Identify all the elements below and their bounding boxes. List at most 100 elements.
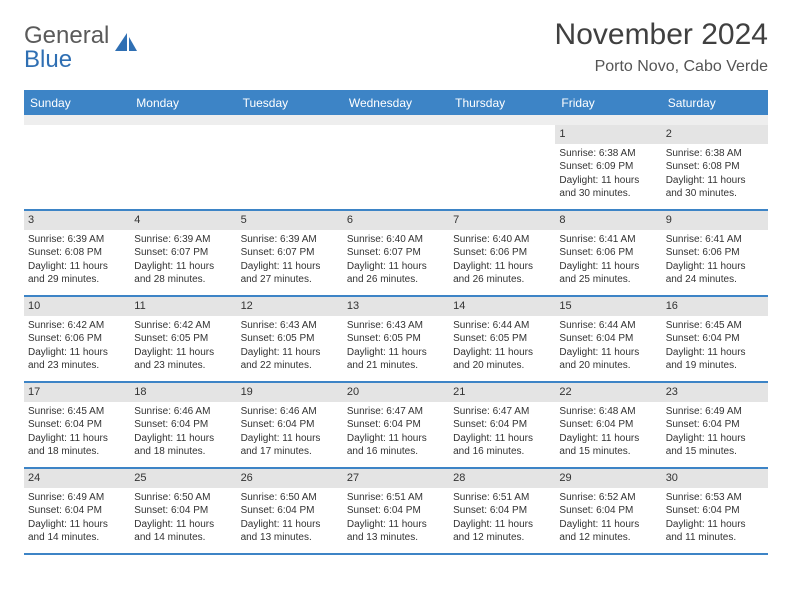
logo: General Blue xyxy=(24,18,139,72)
day-sunrise: Sunrise: 6:38 AM xyxy=(559,147,657,161)
day-sunrise: Sunrise: 6:41 AM xyxy=(666,233,764,247)
day-cell: 7Sunrise: 6:40 AMSunset: 6:06 PMDaylight… xyxy=(449,211,555,295)
day-sunset: Sunset: 6:04 PM xyxy=(559,332,657,346)
day-day1: Daylight: 11 hours xyxy=(666,518,764,532)
day-day1: Daylight: 11 hours xyxy=(666,432,764,446)
day-number: 7 xyxy=(449,211,555,230)
day-sunset: Sunset: 6:05 PM xyxy=(453,332,551,346)
day-sunset: Sunset: 6:04 PM xyxy=(241,504,339,518)
day-sunrise: Sunrise: 6:41 AM xyxy=(559,233,657,247)
day-number: 22 xyxy=(555,383,661,402)
day-content: Sunrise: 6:42 AMSunset: 6:05 PMDaylight:… xyxy=(130,319,236,373)
day-number: 12 xyxy=(237,297,343,316)
day-cell: 29Sunrise: 6:52 AMSunset: 6:04 PMDayligh… xyxy=(555,469,661,553)
day-number: 8 xyxy=(555,211,661,230)
month-title: November 2024 xyxy=(555,18,768,52)
day-day2: and 16 minutes. xyxy=(453,445,551,459)
week-row: 24Sunrise: 6:49 AMSunset: 6:04 PMDayligh… xyxy=(24,469,768,555)
day-cell: 17Sunrise: 6:45 AMSunset: 6:04 PMDayligh… xyxy=(24,383,130,467)
day-sunrise: Sunrise: 6:39 AM xyxy=(241,233,339,247)
day-sunset: Sunset: 6:04 PM xyxy=(666,504,764,518)
day-cell: 21Sunrise: 6:47 AMSunset: 6:04 PMDayligh… xyxy=(449,383,555,467)
location: Porto Novo, Cabo Verde xyxy=(555,58,768,76)
spacer-row xyxy=(24,115,768,125)
day-content: Sunrise: 6:45 AMSunset: 6:04 PMDaylight:… xyxy=(24,405,130,459)
day-number: 2 xyxy=(662,125,768,144)
day-sunrise: Sunrise: 6:42 AM xyxy=(28,319,126,333)
day-day2: and 27 minutes. xyxy=(241,273,339,287)
day-content: Sunrise: 6:43 AMSunset: 6:05 PMDaylight:… xyxy=(343,319,449,373)
day-sunrise: Sunrise: 6:43 AM xyxy=(241,319,339,333)
day-content: Sunrise: 6:46 AMSunset: 6:04 PMDaylight:… xyxy=(130,405,236,459)
day-day2: and 30 minutes. xyxy=(559,187,657,201)
day-sunrise: Sunrise: 6:47 AM xyxy=(347,405,445,419)
day-sunrise: Sunrise: 6:42 AM xyxy=(134,319,232,333)
day-day2: and 24 minutes. xyxy=(666,273,764,287)
day-sunrise: Sunrise: 6:47 AM xyxy=(453,405,551,419)
day-day2: and 17 minutes. xyxy=(241,445,339,459)
day-number xyxy=(130,125,236,141)
day-day1: Daylight: 11 hours xyxy=(28,518,126,532)
day-sunrise: Sunrise: 6:49 AM xyxy=(28,491,126,505)
day-sunset: Sunset: 6:07 PM xyxy=(134,246,232,260)
day-day1: Daylight: 11 hours xyxy=(28,432,126,446)
day-day2: and 12 minutes. xyxy=(453,531,551,545)
day-header: Thursday xyxy=(449,92,555,115)
day-day2: and 15 minutes. xyxy=(559,445,657,459)
day-day1: Daylight: 11 hours xyxy=(347,346,445,360)
day-number: 16 xyxy=(662,297,768,316)
day-sunrise: Sunrise: 6:52 AM xyxy=(559,491,657,505)
day-content: Sunrise: 6:49 AMSunset: 6:04 PMDaylight:… xyxy=(24,491,130,545)
day-cell: 11 Sunrise: 6:42 AMSunset: 6:05 PMDayligh… xyxy=(130,297,236,381)
day-day1: Daylight: 11 hours xyxy=(347,260,445,274)
week-row: 1Sunrise: 6:38 AMSunset: 6:09 PMDaylight… xyxy=(24,125,768,211)
day-day1: Daylight: 11 hours xyxy=(28,346,126,360)
day-day1: Daylight: 11 hours xyxy=(134,260,232,274)
day-content: Sunrise: 6:50 AMSunset: 6:04 PMDaylight:… xyxy=(237,491,343,545)
day-content: Sunrise: 6:38 AMSunset: 6:09 PMDaylight:… xyxy=(555,147,661,201)
day-number: 23 xyxy=(662,383,768,402)
day-day2: and 21 minutes. xyxy=(347,359,445,373)
day-sunrise: Sunrise: 6:53 AM xyxy=(666,491,764,505)
day-number: 24 xyxy=(24,469,130,488)
day-sunrise: Sunrise: 6:39 AM xyxy=(28,233,126,247)
logo-text-blue: Blue xyxy=(24,46,72,73)
day-cell: 25Sunrise: 6:50 AMSunset: 6:04 PMDayligh… xyxy=(130,469,236,553)
day-sunrise: Sunrise: 6:48 AM xyxy=(559,405,657,419)
day-day2: and 28 minutes. xyxy=(134,273,232,287)
day-sunset: Sunset: 6:04 PM xyxy=(241,418,339,432)
day-cell: 14Sunrise: 6:44 AMSunset: 6:05 PMDayligh… xyxy=(449,297,555,381)
week-row: 3 Sunrise: 6:39 AMSunset: 6:08 PMDaylight… xyxy=(24,211,768,297)
day-sunrise: Sunrise: 6:51 AM xyxy=(347,491,445,505)
day-number: 11 xyxy=(130,297,236,316)
day-cell: 6Sunrise: 6:40 AMSunset: 6:07 PMDaylight… xyxy=(343,211,449,295)
day-header: Sunday xyxy=(24,92,130,115)
day-number: 9 xyxy=(662,211,768,230)
day-day2: and 18 minutes. xyxy=(28,445,126,459)
day-content: Sunrise: 6:49 AMSunset: 6:04 PMDaylight:… xyxy=(662,405,768,459)
day-content: Sunrise: 6:39 AMSunset: 6:08 PMDaylight:… xyxy=(24,233,130,287)
day-sunrise: Sunrise: 6:50 AM xyxy=(241,491,339,505)
day-day2: and 16 minutes. xyxy=(347,445,445,459)
day-sunrise: Sunrise: 6:40 AM xyxy=(453,233,551,247)
day-number: 27 xyxy=(343,469,449,488)
day-sunset: Sunset: 6:04 PM xyxy=(666,332,764,346)
day-number: 13 xyxy=(343,297,449,316)
day-day1: Daylight: 11 hours xyxy=(559,174,657,188)
day-sunrise: Sunrise: 6:44 AM xyxy=(559,319,657,333)
day-sunrise: Sunrise: 6:43 AM xyxy=(347,319,445,333)
day-sunset: Sunset: 6:04 PM xyxy=(347,418,445,432)
day-day1: Daylight: 11 hours xyxy=(453,432,551,446)
day-cell xyxy=(449,125,555,209)
day-sunset: Sunset: 6:06 PM xyxy=(453,246,551,260)
day-content: Sunrise: 6:39 AMSunset: 6:07 PMDaylight:… xyxy=(130,233,236,287)
day-sunset: Sunset: 6:06 PM xyxy=(28,332,126,346)
day-cell: 23 Sunrise: 6:49 AMSunset: 6:04 PMDayligh… xyxy=(662,383,768,467)
day-number: 21 xyxy=(449,383,555,402)
day-cell: 26Sunrise: 6:50 AMSunset: 6:04 PMDayligh… xyxy=(237,469,343,553)
day-sunset: Sunset: 6:06 PM xyxy=(559,246,657,260)
day-number: 3 xyxy=(24,211,130,230)
day-content: Sunrise: 6:51 AMSunset: 6:04 PMDaylight:… xyxy=(449,491,555,545)
day-content: Sunrise: 6:41 AMSunset: 6:06 PMDaylight:… xyxy=(555,233,661,287)
day-number: 28 xyxy=(449,469,555,488)
